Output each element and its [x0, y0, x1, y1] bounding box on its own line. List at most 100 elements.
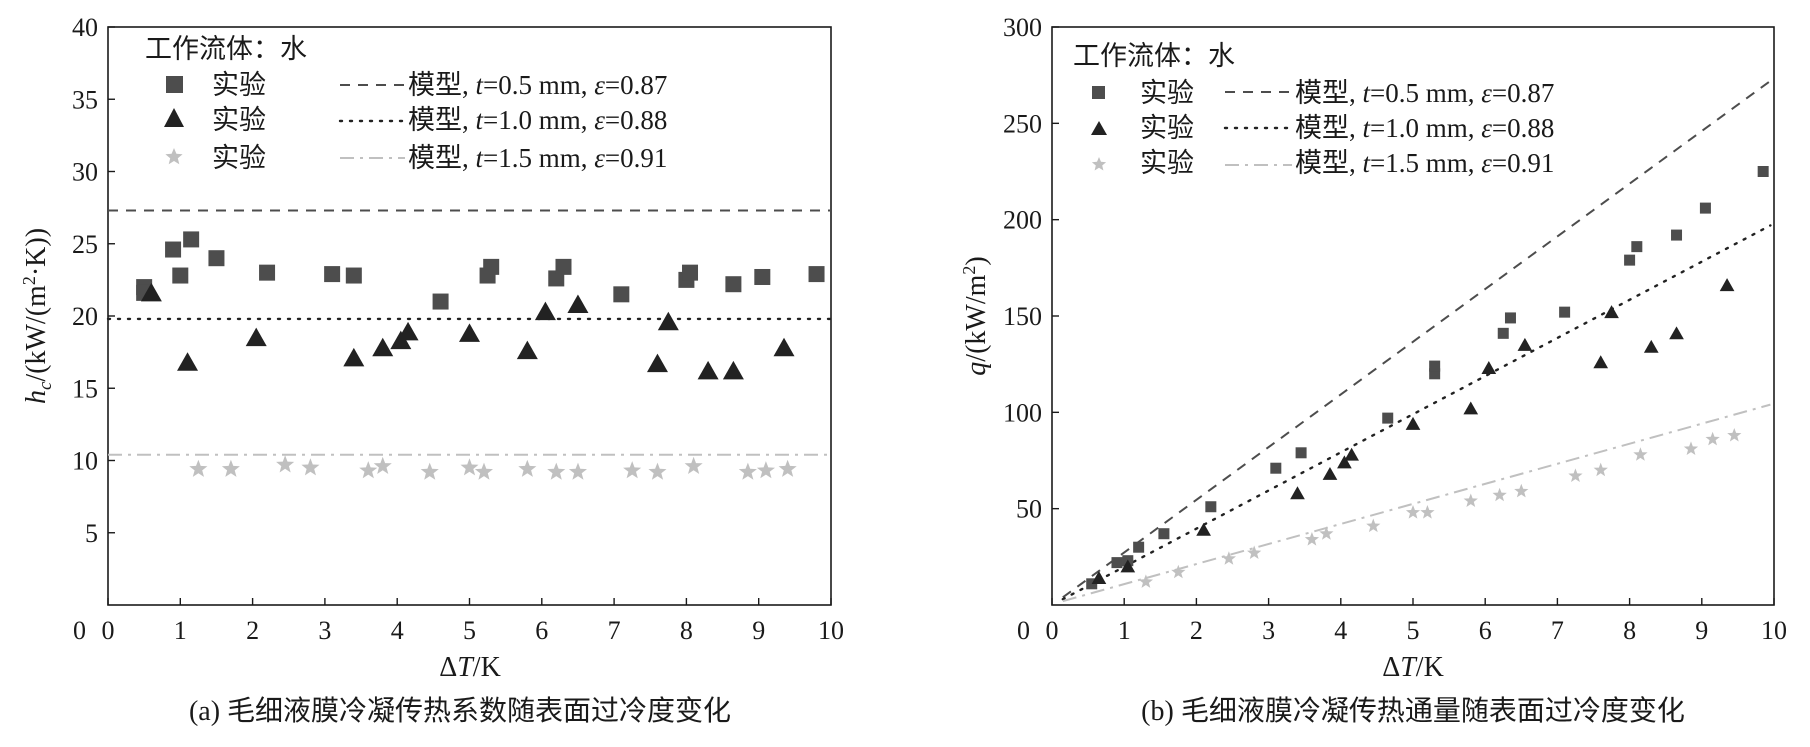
- x-tick-label: 1: [174, 616, 187, 645]
- square-point: [324, 266, 341, 283]
- origin-label: 0: [73, 616, 86, 645]
- legend-e-value-a-2: =0.88: [605, 105, 667, 135]
- square-point: [1757, 166, 1769, 177]
- y-tick-label: 300: [1003, 13, 1042, 42]
- star-point: [373, 456, 392, 474]
- x-axis-label-b: ΔT/K: [1382, 652, 1444, 683]
- star-point: [623, 461, 642, 479]
- x-tick-label: 2: [246, 616, 259, 645]
- model-line-dashdot: [1062, 403, 1771, 603]
- star-point: [1705, 431, 1720, 446]
- caption-a: (a) 毛细液膜冷凝传热系数随表面过冷度变化: [189, 695, 731, 727]
- triangle-point: [1463, 401, 1479, 415]
- x-axis-label-a: ΔT/K: [439, 652, 501, 683]
- star-point: [1633, 447, 1648, 461]
- square-point: [754, 268, 771, 285]
- legend-t-value-a-1: =0.5 mm,: [483, 70, 587, 100]
- star-point: [1405, 505, 1421, 519]
- legend-exp-label-a-3: 实验: [212, 143, 266, 173]
- triangle-point: [397, 321, 419, 341]
- data-marks-b: [1086, 166, 1769, 590]
- y-tick-label: 30: [72, 158, 98, 187]
- legend-model-text-a-2: 模型, t=1.0 mm, ε=0.88: [408, 105, 667, 135]
- triangle-point: [459, 323, 480, 342]
- legend-model-text-a-1: 模型, t=0.5 mm, ε=0.87: [408, 70, 667, 100]
- triangle-point: [1091, 571, 1107, 584]
- x-tick-label: 7: [608, 616, 621, 645]
- star-point: [1221, 551, 1236, 565]
- triangle-point: [140, 282, 162, 302]
- triangle-point: [567, 294, 589, 313]
- x-tick-label: 10: [1761, 616, 1787, 645]
- star-point: [1568, 468, 1583, 482]
- star-point: [1138, 574, 1153, 588]
- triangle-point: [1405, 416, 1421, 430]
- triangle-point: [657, 311, 679, 331]
- square-point: [1382, 412, 1394, 424]
- x-tick-label: 3: [1262, 616, 1275, 645]
- y-tick-label: 250: [1003, 109, 1042, 138]
- triangle-point: [177, 352, 199, 371]
- y-tick-label: 100: [1003, 398, 1042, 427]
- star-point: [359, 461, 378, 479]
- star-point: [276, 455, 295, 473]
- x-tick-label: 9: [752, 616, 765, 645]
- square-point: [1270, 462, 1282, 474]
- legend-exp-label-a-1: 实验: [212, 70, 266, 100]
- square-point: [165, 241, 182, 258]
- triangle-point: [1604, 305, 1619, 319]
- x-tick-label: 6: [535, 616, 548, 645]
- x-tick-label: 0: [102, 616, 115, 645]
- triangle-point: [1481, 361, 1497, 374]
- y-tick-label: 50: [1016, 495, 1042, 524]
- y-tick-label: 10: [72, 447, 98, 476]
- triangle-point: [1120, 559, 1136, 573]
- square-point: [345, 267, 362, 284]
- star-point: [648, 462, 667, 480]
- legend-triangle-marker-a: [164, 108, 184, 127]
- x-tick-label: 8: [1623, 616, 1636, 645]
- tick-marks-b: 0 1 2 3 4 5 6 7 8 9 10 50 100 150 200 250 300 0: [1003, 13, 1787, 645]
- legend-row-a-1: 实验 模型, t=0.5 mm, ε=0.87: [166, 70, 667, 100]
- legend-triangle-marker-b: [1091, 121, 1107, 135]
- square-point: [1497, 327, 1509, 339]
- square-point: [259, 264, 276, 281]
- square-point: [483, 258, 500, 275]
- legend-row-b-3: 实验 模型, t=1.5 mm, ε=0.91: [1091, 148, 1554, 178]
- star-point: [1463, 493, 1478, 507]
- square-point: [1429, 360, 1441, 372]
- x-tick-label: 2: [1190, 616, 1203, 645]
- caption-b: (b) 毛细液膜冷凝传热通量随表面过冷度变化: [1141, 695, 1685, 727]
- y-tick-label: 200: [1003, 206, 1042, 235]
- square-point: [1631, 241, 1643, 253]
- triangle-point: [1719, 278, 1735, 292]
- square-point: [682, 264, 699, 281]
- star-point: [738, 462, 757, 480]
- triangle-point: [1196, 522, 1211, 536]
- star-point: [189, 459, 208, 477]
- triangle-point: [1344, 447, 1359, 461]
- legend-t-value-b-3: =1.5 mm,: [1370, 148, 1474, 178]
- square-point: [1699, 202, 1711, 214]
- triangle-point: [534, 301, 556, 321]
- triangle-point: [372, 337, 394, 357]
- star-point: [518, 459, 537, 477]
- legend-square-marker-b: [1092, 86, 1105, 99]
- x-tick-label: 1: [1118, 616, 1131, 645]
- legend-e-value-b-1: =0.87: [1492, 78, 1554, 108]
- legend-t-value-b-1: =0.5 mm,: [1370, 78, 1474, 108]
- square-point: [1133, 541, 1145, 553]
- star-point: [1727, 428, 1742, 442]
- star-point: [1420, 505, 1435, 519]
- legend-e-value-a-1: =0.87: [605, 70, 667, 100]
- star-point: [756, 461, 775, 479]
- x-tick-label: 10: [818, 616, 844, 645]
- square-point: [1158, 528, 1170, 540]
- star-point: [547, 462, 566, 480]
- star-point: [1593, 462, 1608, 477]
- legend-e-value-b-2: =0.88: [1492, 113, 1554, 143]
- x-tick-label: 9: [1695, 616, 1708, 645]
- star-point: [1319, 526, 1334, 540]
- y-axis-label-a: hc/(kW/(m2·K)): [19, 228, 56, 404]
